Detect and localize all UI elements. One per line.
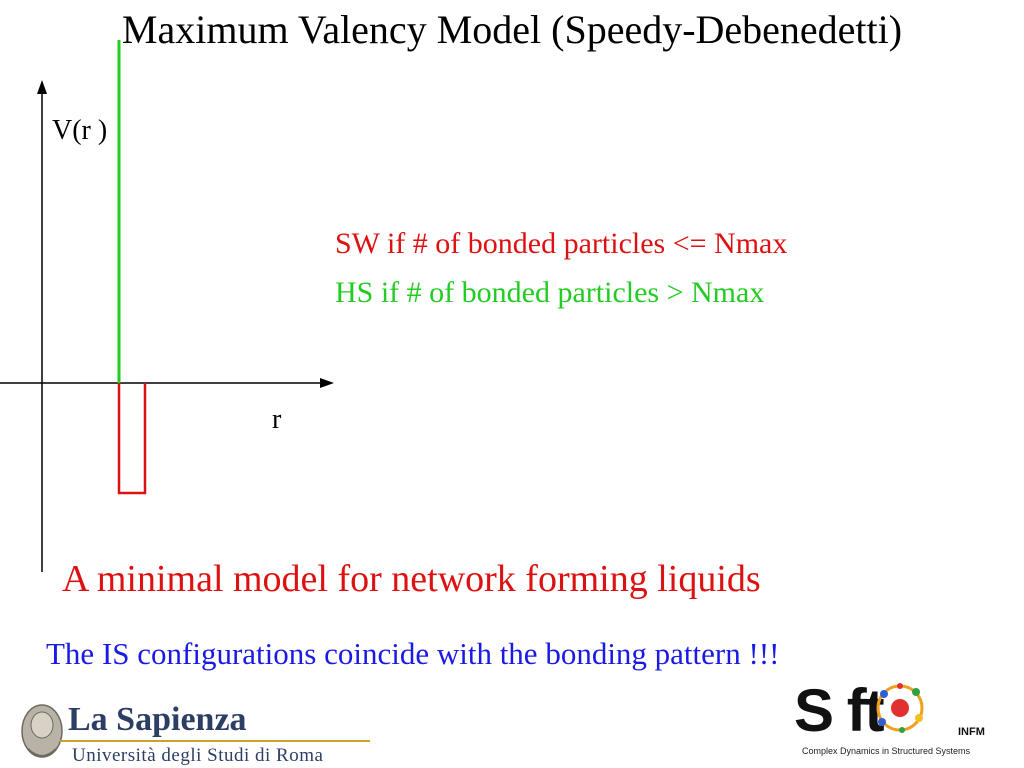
slide-title: Maximum Valency Model (Speedy-Debenedett… [121,7,903,52]
y-axis-label: V(r ) [52,115,108,146]
x-axis-arrowhead [320,378,334,388]
sapienza-name: La Sapienza [68,701,247,738]
molecule-icon [876,683,924,733]
tagline: A minimal model for network forming liqu… [62,558,761,600]
sw-rule: SW if # of bonded particles <= Nmax [335,227,788,260]
sapienza-emblem-icon [21,704,63,758]
soft-wordmark: S ft [794,677,885,744]
soft-logo: S ft INFM Complex Dynamics in Structured… [790,676,1024,768]
sapienza-divider [60,740,370,742]
sapienza-subtitle: Università degli Studi di Roma [72,745,324,766]
hs-rule: HS if # of bonded particles > Nmax [335,276,765,309]
infm-label: INFM [958,726,985,738]
x-axis-label: r [272,404,282,435]
square-well [117,383,147,495]
bonding-note: The IS configurations coincide with the … [46,636,780,671]
soft-subtitle: Complex Dynamics in Structured Systems [802,746,971,756]
y-axis-arrowhead [37,80,47,94]
sapienza-logo: La Sapienza Università degli Studi di Ro… [0,697,380,768]
